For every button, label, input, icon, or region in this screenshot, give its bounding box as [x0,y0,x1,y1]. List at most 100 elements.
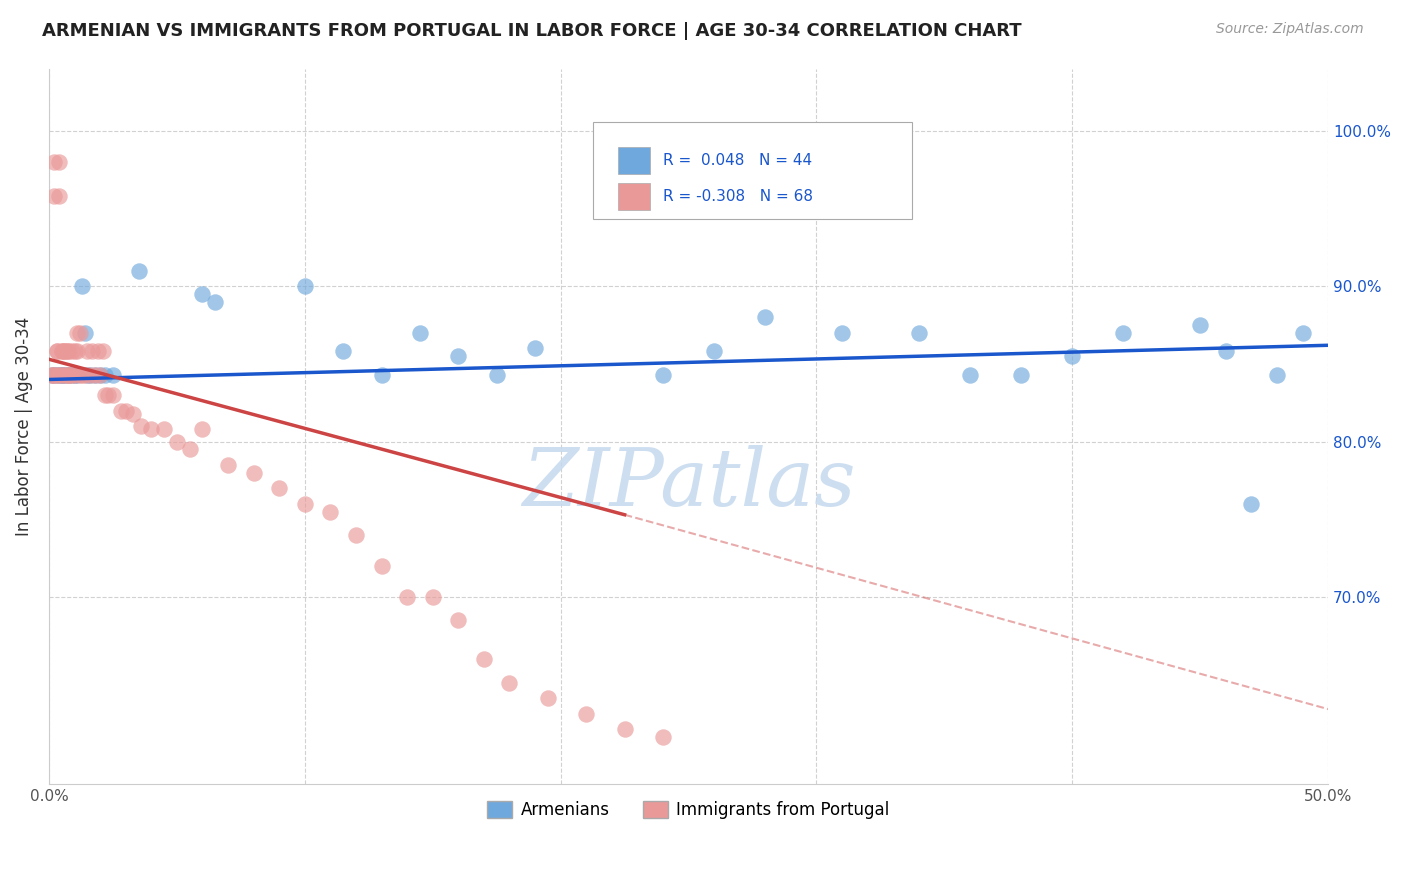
Point [831,326,853,340]
Point [1240,497,1263,511]
Point [66,344,89,359]
Point [179,442,201,457]
Point [1010,368,1032,382]
Point [70,368,93,382]
Point [63,368,86,382]
Point [41,368,63,382]
FancyBboxPatch shape [619,183,650,211]
Point [472,652,495,666]
Point [42,368,65,382]
Point [79,368,101,382]
Point [45,368,67,382]
Point [959,368,981,382]
Point [79,368,101,382]
Point [485,368,508,382]
Point [41,368,63,382]
Point [409,326,432,340]
Point [45,344,67,359]
Point [86,344,108,359]
Point [69,326,91,340]
Point [60,368,83,382]
Point [60,344,83,359]
Point [42,154,65,169]
Text: Source: ZipAtlas.com: Source: ZipAtlas.com [1216,22,1364,37]
Point [613,723,636,737]
Point [84,368,107,382]
Point [652,730,675,744]
Point [242,466,264,480]
Point [191,287,214,301]
Point [84,368,107,382]
Point [101,368,124,382]
Point [53,344,76,359]
Point [51,368,73,382]
Point [66,326,89,340]
Point [294,279,316,293]
Point [56,368,79,382]
Point [97,388,120,402]
Point [73,368,96,382]
Point [204,294,226,309]
Point [652,368,675,382]
Point [48,189,70,203]
Point [217,458,239,472]
Point [128,263,150,277]
Text: R =  0.048   N = 44: R = 0.048 N = 44 [664,153,813,168]
Point [447,614,470,628]
Text: ZIPatlas: ZIPatlas [522,444,855,522]
Point [332,344,354,359]
Point [73,326,96,340]
Point [94,368,117,382]
Point [51,344,73,359]
Point [56,344,79,359]
Point [48,154,70,169]
Point [1265,368,1288,382]
Point [91,344,114,359]
Point [63,344,86,359]
Point [1112,326,1135,340]
Point [70,279,93,293]
Point [60,368,83,382]
Point [101,388,124,402]
Point [53,368,76,382]
Point [537,691,560,706]
Text: R = -0.308   N = 68: R = -0.308 N = 68 [664,189,813,204]
Point [53,368,76,382]
Point [422,590,444,604]
Point [51,368,73,382]
Point [524,342,547,356]
Legend: Armenians, Immigrants from Portugal: Armenians, Immigrants from Portugal [481,794,897,825]
Point [41,368,63,382]
Point [319,505,342,519]
Point [294,497,316,511]
Point [45,368,67,382]
Point [58,368,80,382]
Point [76,344,98,359]
FancyBboxPatch shape [592,122,912,219]
Point [94,388,117,402]
Point [754,310,776,325]
Point [344,528,367,542]
Point [51,344,73,359]
Point [703,344,725,359]
Point [129,419,152,434]
Point [48,368,70,382]
Point [56,368,79,382]
Y-axis label: In Labor Force | Age 30-34: In Labor Force | Age 30-34 [15,317,32,536]
Point [370,559,392,574]
Point [58,368,80,382]
Point [191,422,214,436]
Point [45,344,67,359]
Point [58,344,80,359]
Point [370,368,392,382]
Point [269,481,291,495]
Point [122,407,145,421]
Text: ARMENIAN VS IMMIGRANTS FROM PORTUGAL IN LABOR FORCE | AGE 30-34 CORRELATION CHAR: ARMENIAN VS IMMIGRANTS FROM PORTUGAL IN … [42,22,1022,40]
Point [82,344,104,359]
Point [166,434,188,449]
Point [48,368,70,382]
Point [1291,326,1313,340]
Point [907,326,929,340]
Point [69,368,91,382]
Point [58,368,80,382]
